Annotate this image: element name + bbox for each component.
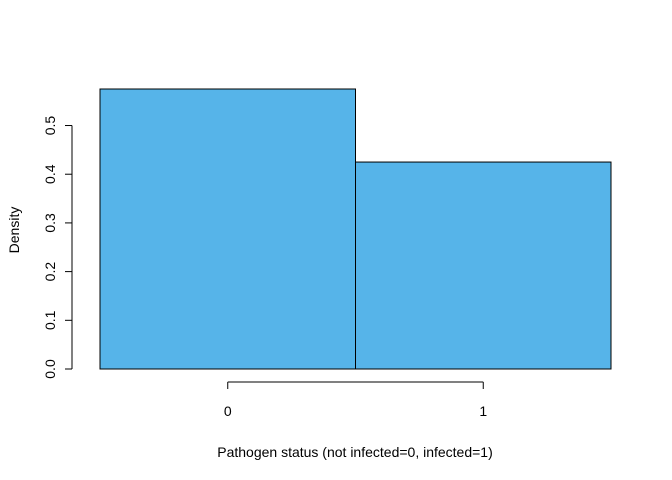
y-tick-label-5: 0.5 [42,116,58,136]
y-axis: 0.0 0.1 0.2 0.3 0.4 0.5 [42,116,73,379]
y-tick-label-1: 0.1 [42,310,58,330]
x-tick-label-0: 0 [224,403,232,419]
y-tick-label-0: 0.0 [42,359,58,379]
bar-1 [355,161,612,370]
x-axis-label: Pathogen status (not infected=0, infecte… [217,444,493,460]
bars-group [99,88,612,370]
x-tick-label-1: 1 [479,403,487,419]
bar-0 [99,88,356,370]
y-tick-label-3: 0.3 [42,213,58,233]
y-tick-label-4: 0.4 [42,164,58,184]
y-axis-label: Density [6,207,22,254]
y-tick-label-2: 0.2 [42,262,58,282]
